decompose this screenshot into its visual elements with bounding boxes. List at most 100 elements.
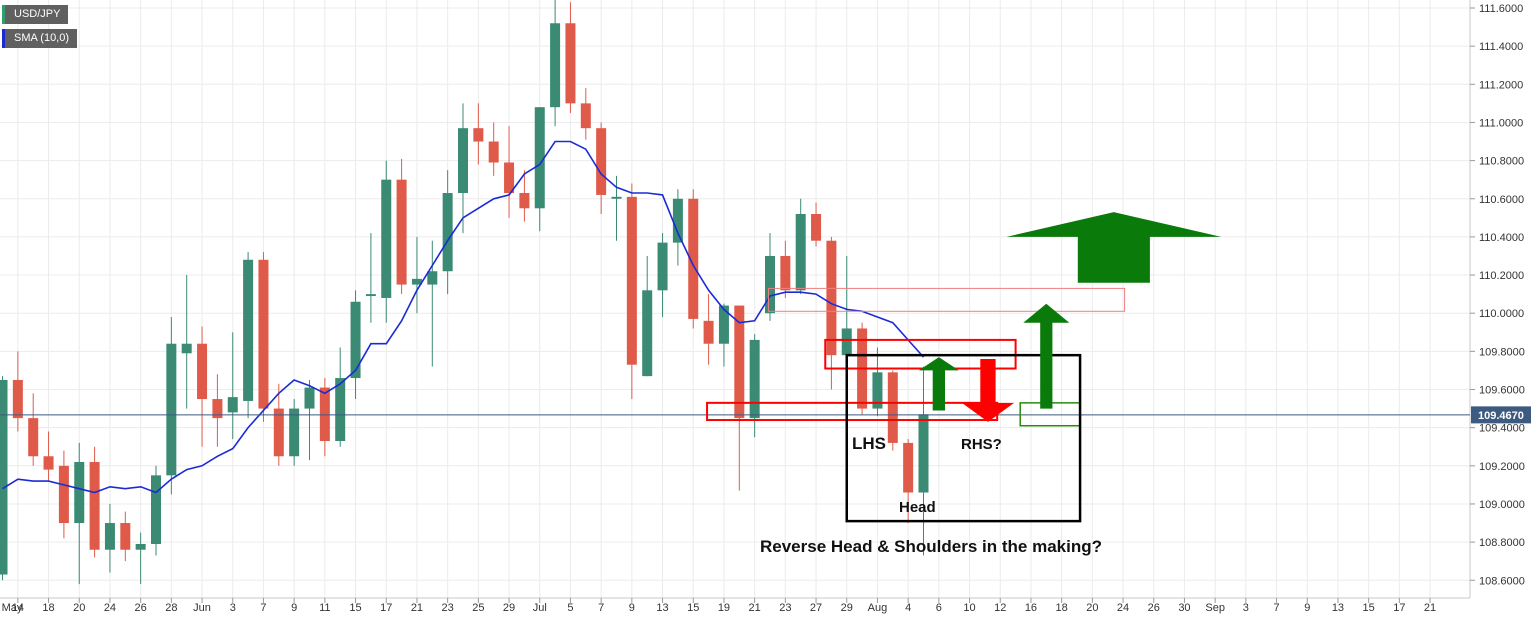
candle-body [795,214,806,291]
candle-body [519,193,530,209]
candle-body [197,343,208,400]
sma-line [2,140,925,494]
legend-sma-swatch [2,29,5,48]
candle-body [672,198,683,243]
big-green-up-arrow [1006,212,1222,283]
y-tick-label: 110.2000 [1479,270,1524,282]
candle-body [58,465,69,524]
candle-body [411,278,422,285]
candle-body [749,339,760,419]
candle [12,351,23,432]
legend-instrument[interactable]: USD/JPY [2,5,69,24]
candle-body [488,141,499,163]
candle [519,170,530,222]
current-price-tag-text: 109.4670 [1478,410,1524,422]
candle [550,0,561,127]
red-down-arrow [961,359,1015,422]
x-tick-label: 21 [749,602,761,614]
y-tick-label: 111.6000 [1479,3,1523,15]
candle-body [28,418,39,457]
x-tick-label: 9 [629,602,635,614]
candle-body [811,214,822,241]
x-tick-label: 11 [319,602,330,614]
x-tick-label: 14 [12,602,24,614]
candle [703,294,714,365]
x-tick-label: 25 [472,602,484,614]
candle-body [734,305,745,419]
x-tick-label: May [2,602,23,614]
x-tick-label: 13 [1332,602,1344,614]
y-tick-label: 109.8000 [1479,346,1525,358]
x-tick-label: 9 [1304,602,1310,614]
candle-body [0,379,8,575]
candle-body [289,408,300,457]
candle [826,236,837,390]
head-label: Head [899,499,936,516]
x-tick-label: 15 [1363,602,1375,614]
candle-body [626,196,637,365]
candle [58,450,69,539]
y-tick-label: 108.6000 [1479,575,1525,587]
x-tick-label: 12 [994,602,1006,614]
candle [718,303,729,367]
candle [488,122,499,176]
candle-body [243,259,254,401]
candle [657,233,668,318]
candle [104,503,115,573]
candle-body [212,399,223,419]
green-up-arrow-medium [1023,303,1070,409]
candle [212,374,223,447]
candle-body [504,162,515,194]
candle-body [74,461,85,524]
candle [151,465,161,556]
plot-background [0,0,1470,598]
candle-body [12,379,23,419]
y-tick-label: 108.8000 [1479,537,1525,549]
candle [43,431,54,482]
candle [273,383,284,466]
candle-body [611,196,622,199]
arrows [918,212,1222,422]
x-tick-label: 9 [291,602,297,614]
y-tick-label: 111.4000 [1479,41,1523,53]
x-tick-label: 21 [411,602,423,614]
candle [227,332,238,440]
x-tick-label: 27 [810,602,822,614]
candle [166,317,177,495]
candle-body [458,128,468,194]
candle [642,255,653,377]
y-tick-label: 111.2000 [1479,79,1523,91]
candle [458,103,468,234]
candle [396,158,407,295]
candle [319,378,330,457]
x-tick-label: Jun [193,602,211,614]
candle-body [319,387,330,442]
candle-body [580,103,591,129]
candle-body [350,301,361,379]
candle-body [657,242,668,291]
candle [289,399,300,466]
upper-resistance-zone [767,287,1126,312]
candle [74,442,85,585]
candle-body [534,107,545,209]
candle [89,446,100,558]
candle [580,88,591,140]
candle-body [703,320,714,344]
x-tick-label: 7 [1273,602,1279,614]
candle [672,189,683,266]
x-tick-label: 19 [718,602,730,614]
x-tick-label: 17 [380,602,392,614]
x-tick-label: 17 [1393,602,1405,614]
x-tick-label: Sep [1205,602,1225,614]
legend-sma[interactable]: SMA (10,0) [2,29,78,48]
x-tick-label: 6 [936,602,942,614]
axis-lines [0,0,1471,599]
candle-body [565,23,576,104]
candle [120,511,131,562]
candle-body [473,128,484,142]
candle-body [151,475,161,545]
candle [887,370,898,451]
x-tick-label: 16 [1025,602,1037,614]
y-tick-label: 110.0000 [1479,308,1524,320]
